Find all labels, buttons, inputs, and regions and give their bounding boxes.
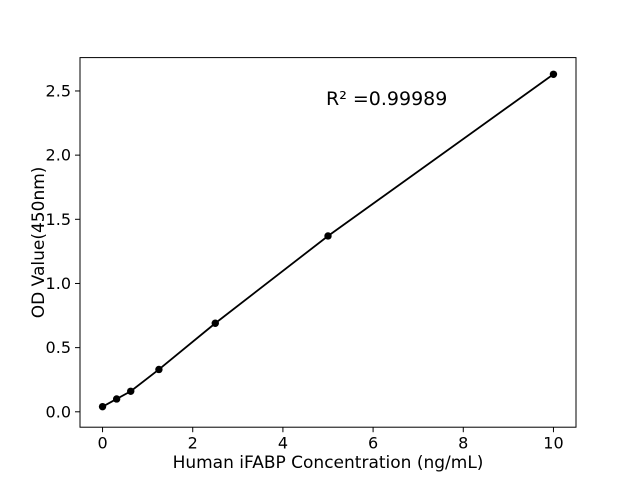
series-line [101,73,555,408]
y-tick-label: 1.5 [46,210,71,229]
x-tick-label: 6 [368,434,378,453]
x-axis-label: Human iFABP Concentration (ng/mL) [173,453,484,473]
plot-area: 0 2 4 6 8 10 0.0 0.5 1.0 1.5 2.0 2.5 [46,57,577,453]
y-tick-label: 2.5 [46,81,71,100]
data-point [211,319,219,327]
y-tick-label: 1.0 [46,274,71,293]
plot-frame [79,57,577,428]
data-point [324,232,332,240]
data-point [98,402,107,411]
x-tick-label: 8 [458,434,468,453]
x-tick-label: 10 [543,434,563,453]
data-point [112,395,121,403]
data-point [155,365,163,374]
data-point [127,387,135,395]
y-tick-label: 0.0 [46,402,71,421]
data-point [549,70,558,78]
x-tick-label: 2 [188,434,198,453]
y-axis-label: OD Value(450nm) [29,167,49,319]
y-tick-label: 0.5 [46,338,71,357]
r-squared-annotation: R² =0.99989 [326,88,447,110]
x-tick-label: 4 [278,434,288,453]
y-tick-label: 2.0 [46,146,71,165]
x-tick-label: 0 [97,434,107,453]
